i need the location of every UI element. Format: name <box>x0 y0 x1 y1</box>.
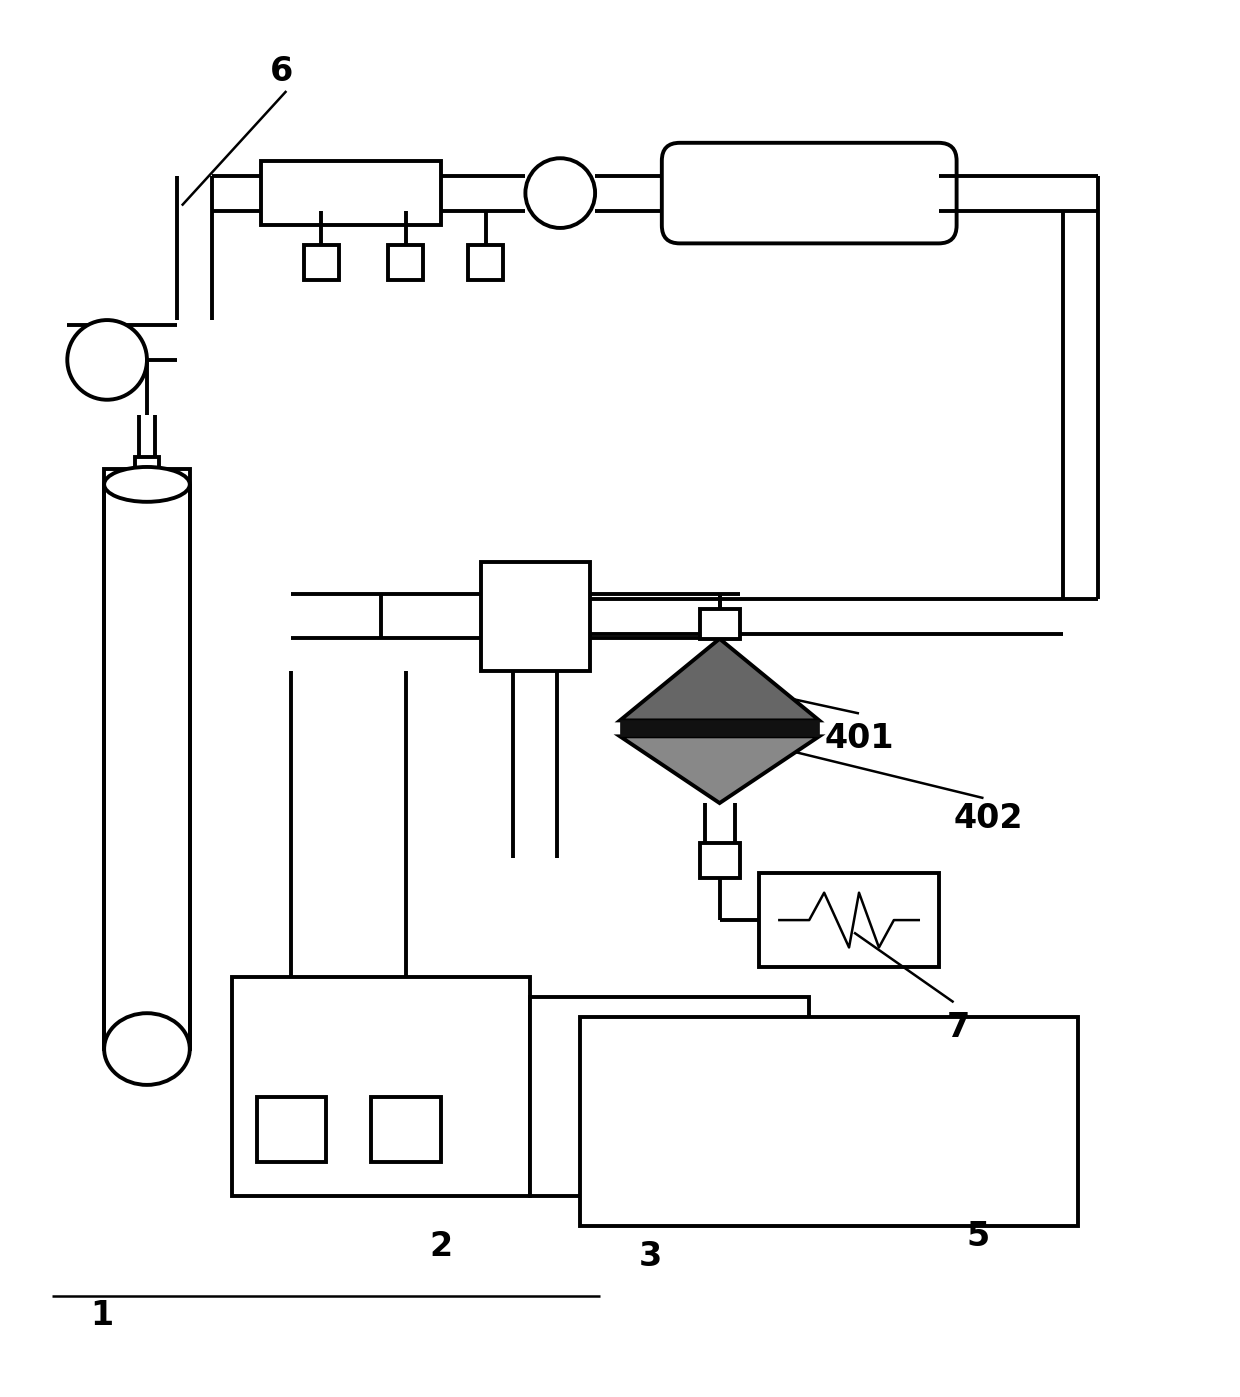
Text: 6: 6 <box>270 54 293 88</box>
Text: 5: 5 <box>967 1220 990 1253</box>
Text: 3: 3 <box>639 1239 661 1273</box>
Bar <box>304 246 339 281</box>
Polygon shape <box>620 736 820 803</box>
Ellipse shape <box>104 467 190 502</box>
Circle shape <box>526 158 595 228</box>
Bar <box>481 562 590 671</box>
Bar <box>510 595 562 634</box>
Bar <box>469 246 503 281</box>
Text: 1: 1 <box>91 1299 114 1333</box>
Bar <box>699 609 739 638</box>
Bar <box>371 1097 440 1161</box>
Bar <box>262 161 440 225</box>
FancyBboxPatch shape <box>662 142 956 243</box>
Bar <box>104 469 190 1049</box>
Bar <box>580 1017 1078 1227</box>
Bar <box>388 246 423 281</box>
Circle shape <box>67 320 148 400</box>
Text: 2: 2 <box>429 1229 453 1263</box>
Bar <box>257 1097 326 1161</box>
Bar <box>759 873 939 967</box>
Bar <box>531 997 810 1196</box>
Text: 402: 402 <box>954 802 1023 834</box>
Text: 7: 7 <box>947 1010 970 1044</box>
Ellipse shape <box>104 1013 190 1085</box>
Bar <box>620 721 820 736</box>
Bar <box>699 842 739 877</box>
Bar <box>135 457 159 479</box>
Text: 401: 401 <box>825 722 894 754</box>
Bar <box>232 978 531 1196</box>
Polygon shape <box>620 638 820 721</box>
